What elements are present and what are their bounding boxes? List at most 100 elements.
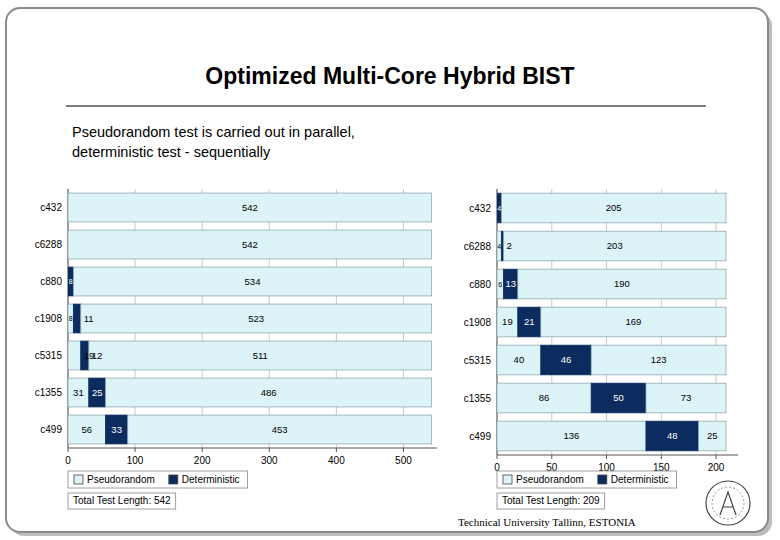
data-label: 13 xyxy=(505,278,516,289)
legend-swatch xyxy=(74,475,83,484)
legend-swatch xyxy=(598,475,607,484)
annotation: Total Test Length: 209 xyxy=(497,493,605,509)
bar-segment xyxy=(497,193,501,223)
bar-segment xyxy=(541,307,726,337)
tick-label: 0 xyxy=(65,455,71,466)
data-label: 11 xyxy=(84,313,94,324)
annotation-box xyxy=(497,493,605,509)
tick-mark xyxy=(661,455,662,459)
data-label: 4 xyxy=(497,243,501,250)
tick-mark xyxy=(497,455,498,459)
data-label: 203 xyxy=(607,240,623,251)
data-label: 136 xyxy=(564,430,580,441)
bar-segment xyxy=(68,304,73,333)
bar-segment xyxy=(504,231,726,261)
annotation-text: Total Test Length: 209 xyxy=(502,495,600,506)
slide: Optimized Multi-Core Hybrid BIST Pseudora… xyxy=(0,0,780,540)
subtitle: Pseudorandom test is carried out in para… xyxy=(72,124,355,140)
data-labels: 8193156811122533542542534523511486453 xyxy=(69,202,288,435)
bar-segment xyxy=(518,269,726,299)
bar-segment xyxy=(591,345,726,375)
tick-label: 400 xyxy=(328,455,345,466)
bar-segment xyxy=(497,345,541,375)
title: Optimized Multi-Core Hybrid BIST xyxy=(205,63,574,89)
tick-mark xyxy=(551,455,552,459)
bar-segment xyxy=(504,269,518,299)
category-label: c880 xyxy=(40,276,62,287)
data-label: 40 xyxy=(514,354,525,365)
tick-label: 300 xyxy=(261,455,278,466)
bar-segment xyxy=(497,269,504,299)
tick-label: 200 xyxy=(708,462,725,473)
data-label: 486 xyxy=(261,387,277,398)
plot-area xyxy=(68,189,437,448)
data-label: 534 xyxy=(245,276,261,287)
data-label: 123 xyxy=(651,354,667,365)
chart: 050100150200c432c6288c880c1908c5315c1355… xyxy=(464,189,738,509)
chart: 0100200300400500c432c6288c880c1908c5315c… xyxy=(35,189,437,509)
bar-segment xyxy=(646,383,726,413)
category-label: c6288 xyxy=(35,239,63,250)
tick-label: 100 xyxy=(127,455,144,466)
annotation-box xyxy=(68,493,176,509)
logo xyxy=(706,481,750,525)
category-label: c432 xyxy=(40,202,62,213)
data-label: 453 xyxy=(272,424,288,435)
bar-segment xyxy=(497,307,518,337)
category-label: c432 xyxy=(469,203,491,214)
category-label: c880 xyxy=(469,279,491,290)
data-label: 12 xyxy=(92,350,103,361)
data-label: 511 xyxy=(253,350,268,361)
data-label: 8 xyxy=(69,315,73,322)
category-label: c5315 xyxy=(35,350,63,361)
category-label: c499 xyxy=(469,431,491,442)
category-label: c1908 xyxy=(464,317,492,328)
bar-segment xyxy=(81,304,432,333)
data-label: 25 xyxy=(92,387,103,398)
data-label: 190 xyxy=(614,278,630,289)
bar-segment xyxy=(128,415,432,444)
tick-mark xyxy=(135,448,136,452)
data-label: 542 xyxy=(242,202,258,213)
footer: Technical University Tallinn, ESTONIA xyxy=(458,516,636,528)
bar-segment xyxy=(89,341,432,370)
data-label: 56 xyxy=(81,424,92,435)
bar-segment xyxy=(518,307,541,337)
bar-segment xyxy=(591,383,646,413)
bar-segment xyxy=(497,383,591,413)
bar-segment xyxy=(68,415,106,444)
bar-segment xyxy=(497,421,646,451)
tick-label: 500 xyxy=(395,455,412,466)
tick-mark xyxy=(606,455,607,459)
data-label: 4 xyxy=(497,205,501,212)
tick-label: 200 xyxy=(194,455,211,466)
bars xyxy=(68,193,432,444)
data-label: 86 xyxy=(539,392,550,403)
bar-segment xyxy=(68,267,73,296)
legend-label: Deterministic xyxy=(182,474,240,485)
logo-ring xyxy=(706,481,750,525)
data-label: 33 xyxy=(111,424,122,435)
data-label: 169 xyxy=(625,316,641,327)
legend: PseudorandomDeterministic xyxy=(497,471,677,488)
bar-segment xyxy=(89,378,106,407)
tick-mark xyxy=(336,448,337,452)
category-label: c1355 xyxy=(464,393,492,404)
subtitle: deterministic test - sequentially xyxy=(72,144,271,160)
bar-segment xyxy=(68,230,432,259)
category-label: c1355 xyxy=(35,387,63,398)
legend-swatch xyxy=(169,475,178,484)
annotation-text: Total Test Length: 542 xyxy=(73,495,171,506)
logo-inner xyxy=(712,487,744,519)
data-label: 46 xyxy=(561,354,572,365)
tick-mark xyxy=(269,448,270,452)
category-label: c499 xyxy=(40,424,62,435)
plot-area xyxy=(497,189,738,455)
bar-segment xyxy=(497,231,501,261)
logo-mark xyxy=(720,492,736,515)
legend-box xyxy=(497,471,677,488)
data-label: 8 xyxy=(69,278,73,285)
tick-mark xyxy=(68,448,69,452)
bar-segment xyxy=(646,421,699,451)
legend-box xyxy=(68,471,248,488)
